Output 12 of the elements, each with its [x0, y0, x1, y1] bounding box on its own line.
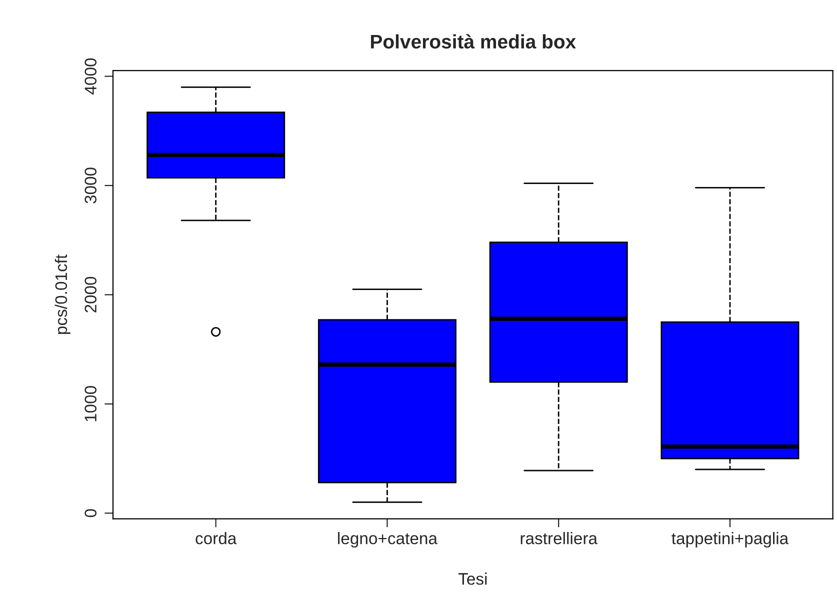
y-tick-label: 3000: [84, 168, 97, 204]
x-tick-label: legno+catena: [338, 532, 438, 548]
x-tick-label: corda: [196, 532, 237, 544]
chart-title: Polverosità media box: [371, 34, 576, 49]
y-tick-label: 4000: [84, 58, 97, 94]
y-tick-label: 1000: [84, 386, 97, 422]
y-tick-label: 0: [84, 509, 97, 518]
x-axis-title: Tesi: [458, 572, 487, 585]
y-axis-title: pcs/0.01cft: [54, 254, 70, 334]
x-tick-label: rastrelliera: [520, 532, 598, 544]
y-tick-label: 2000: [84, 276, 97, 312]
x-tick-label: tappetini+paglia: [672, 532, 789, 548]
